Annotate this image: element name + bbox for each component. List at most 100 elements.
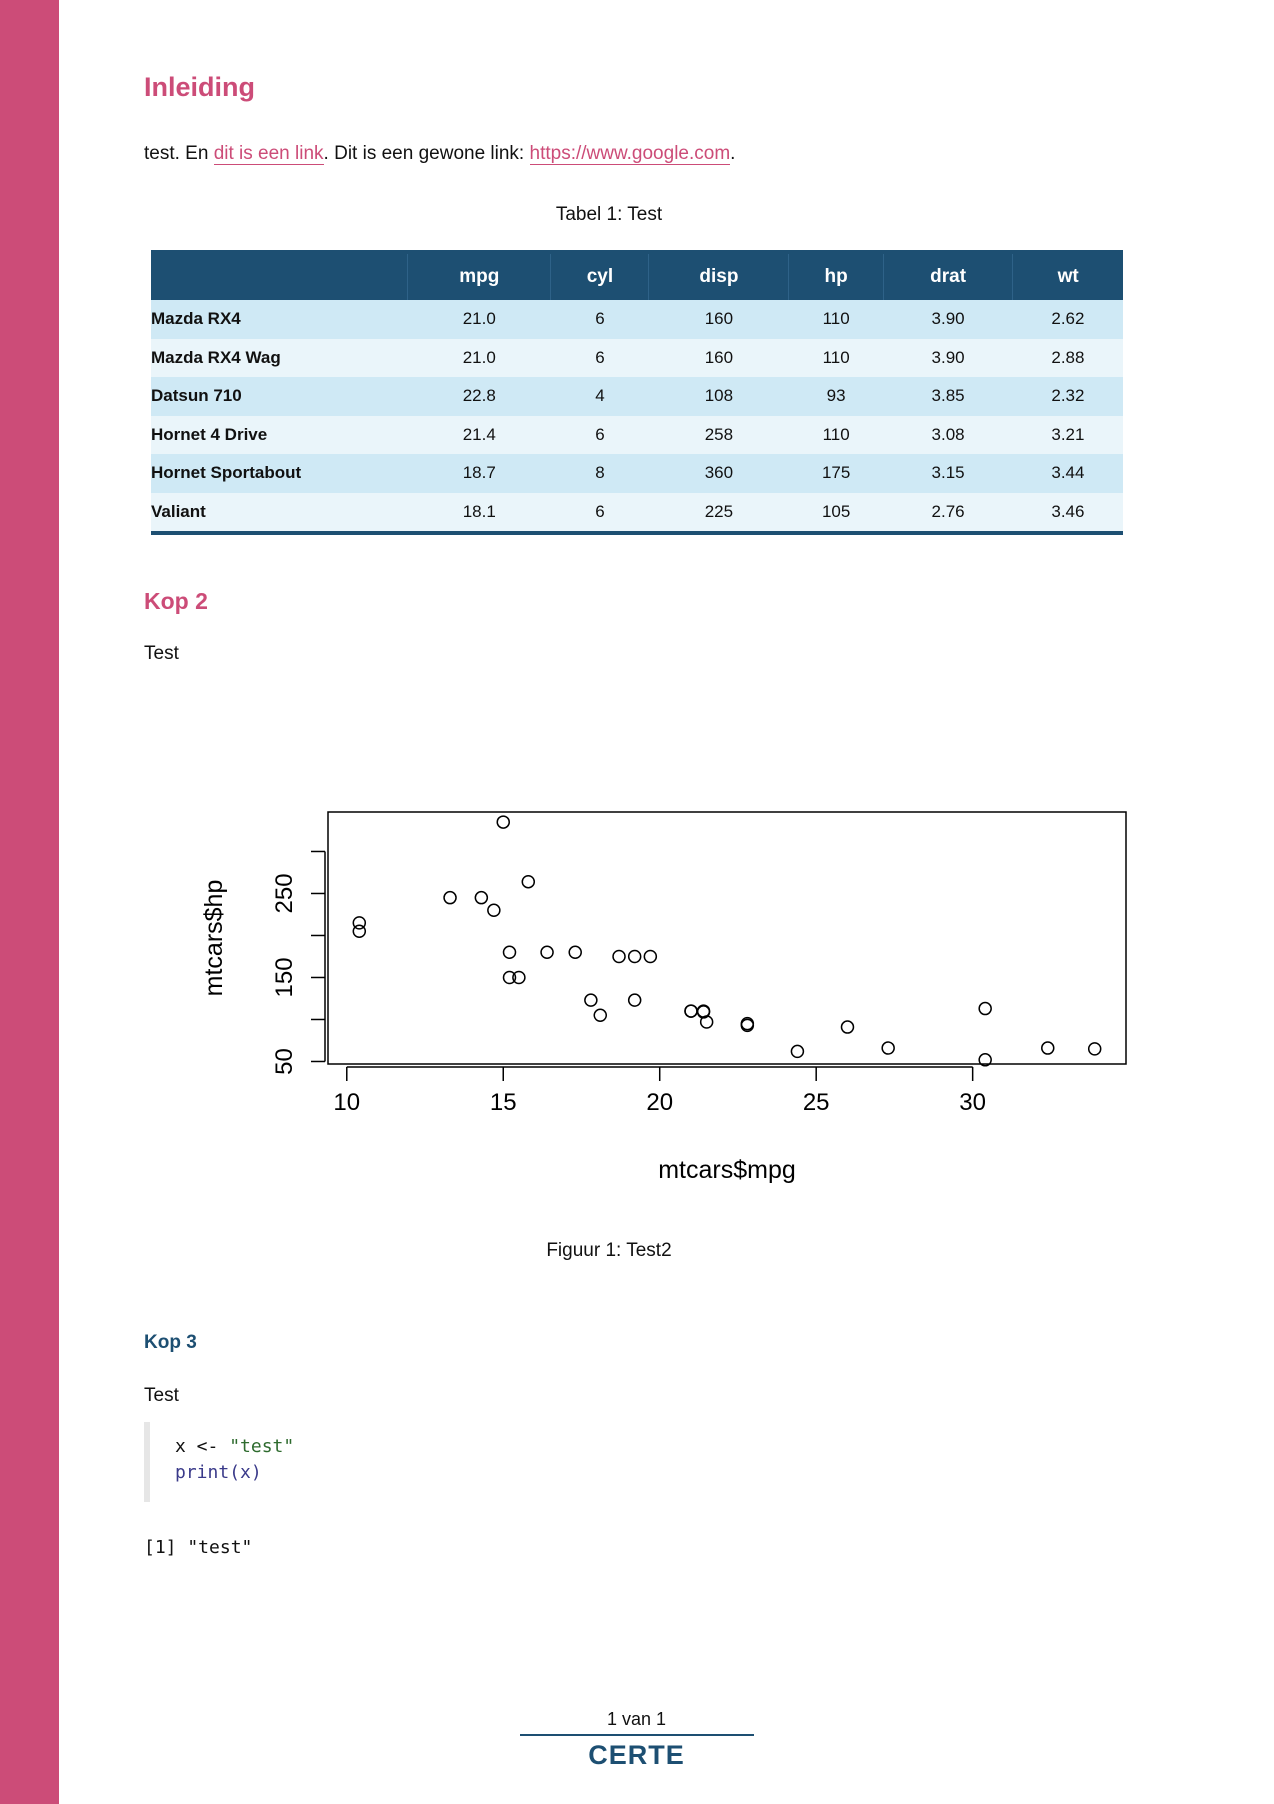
scatter-plot: 10 15 20 25 30 50 150 250 mtcars$mpg mtcars$hp [200,811,1127,1184]
scatter-point [1087,1042,1102,1056]
cell-hp: 110 [788,300,884,339]
y-axis-label: mtcars$hp [200,880,228,997]
page-number: 1 van 1 [606,1709,667,1729]
cell-hp: 110 [788,415,884,454]
document-page: Inleiding test. En dit is een link. Dit … [59,0,1274,1804]
x-tick-label: 25 [803,1089,830,1116]
plot-frame [327,811,1127,1065]
scatter-point [502,970,517,985]
cell-wt: 3.21 [1012,415,1123,454]
table-caption: Tabel 1: Test [555,204,663,225]
scatter-point [568,945,582,960]
cell-cyl: 4 [550,377,649,416]
scatter-point [487,903,501,918]
kop3-paragraph: Test [144,1385,179,1406]
x-tick-label: 10 [333,1089,360,1116]
footer-divider [520,1734,754,1736]
cell-wt: 3.46 [1012,492,1123,533]
table-row: Mazda RX4 21.0 6 160 110 3.90 2.62 [151,300,1123,339]
cell-disp: 258 [648,415,789,454]
scatter-point [840,1020,855,1034]
cell-mpg: 18.1 [407,492,551,533]
row-name: Mazda RX4 [151,300,408,339]
figure-caption: Figuur 1: Test2 [546,1240,672,1261]
scatter-point [512,970,526,985]
y-axis: 50 150 250 [271,850,326,1075]
header-cyl: cyl [550,250,650,300]
intro-text-2: . Dit is een gewone link: [323,143,530,164]
code-output: [1] "test" [144,1537,253,1558]
cell-disp: 160 [648,300,789,339]
x-axis: 10 15 20 25 30 [333,1066,986,1116]
internal-link[interactable]: dit is een link [213,143,324,165]
cell-disp: 160 [648,338,789,377]
header-wt: wt [1012,250,1123,300]
cell-wt: 2.62 [1012,300,1123,339]
code-line-1: x <- "test" [175,1434,544,1460]
row-name: Valiant [151,492,408,533]
cell-drat: 2.76 [883,492,1013,533]
scatter-point [978,1053,992,1067]
mtcars-table: mpg cyl disp hp drat wt Mazda RX4 21.0 6… [151,250,1123,535]
y-tick-label: 250 [271,873,298,913]
cell-wt: 2.32 [1012,377,1123,416]
header-hp: hp [788,250,884,300]
cell-mpg: 18.7 [407,454,551,493]
intro-paragraph: test. En dit is een link. Dit is een gew… [144,143,735,165]
scatter-point [684,1004,698,1018]
data-points [352,815,1102,1067]
table-row: Datsun 710 22.8 4 108 93 3.85 2.32 [151,377,1123,416]
kop2-paragraph: Test [144,643,179,664]
cell-drat: 3.15 [883,454,1013,493]
intro-text-3: . [730,143,736,164]
header-drat: drat [883,250,1014,300]
accent-sidebar [0,0,59,1804]
scatter-point [699,1015,714,1029]
row-name: Mazda RX4 Wag [151,338,408,377]
scatter-point [496,815,510,829]
header-rowname [151,250,408,300]
cell-hp: 175 [788,454,884,493]
scatter-point [643,949,658,964]
code-function: print [175,1462,230,1483]
x-axis-label: mtcars$mpg [658,1156,796,1184]
scatter-point [696,1005,711,1019]
scatter-point [627,949,642,964]
header-disp: disp [648,250,790,300]
cell-drat: 3.85 [883,377,1013,416]
cell-disp: 108 [648,377,789,416]
scatter-point [881,1041,895,1055]
scatter-point [352,924,367,939]
scatter-point [612,949,626,964]
google-link[interactable]: https://www.google.com [529,143,731,165]
code-block: x <- "test" print(x) [144,1422,544,1502]
x-tick-label: 30 [959,1089,986,1116]
scatter-point [474,890,489,905]
scatter-point [978,1001,992,1016]
cell-drat: 3.90 [883,300,1013,339]
x-tick-label: 20 [646,1089,673,1116]
cell-drat: 3.08 [883,415,1013,454]
table-row: Hornet Sportabout 18.7 8 360 175 3.15 3.… [151,454,1123,493]
row-name: Hornet Sportabout [151,454,408,493]
y-tick-label: 150 [271,957,298,997]
cell-cyl: 6 [550,300,649,339]
scatter-point [627,993,642,1007]
cell-mpg: 22.8 [407,377,551,416]
cell-disp: 360 [648,454,789,493]
row-name: Hornet 4 Drive [151,415,408,454]
heading-kop3: Kop 3 [144,1332,197,1353]
cell-wt: 2.88 [1012,338,1123,377]
cell-hp: 93 [788,377,884,416]
table-header-row: mpg cyl disp hp drat wt [151,250,1123,300]
header-mpg: mpg [407,250,552,300]
cell-disp: 225 [648,492,789,533]
cell-cyl: 6 [550,415,649,454]
cell-drat: 3.90 [883,338,1013,377]
cell-cyl: 8 [550,454,649,493]
heading-inleiding: Inleiding [144,72,255,102]
cell-hp: 110 [788,338,884,377]
cell-cyl: 6 [550,338,649,377]
certe-logo: CERTE [588,1740,685,1770]
code-string: "test" [229,1436,295,1457]
